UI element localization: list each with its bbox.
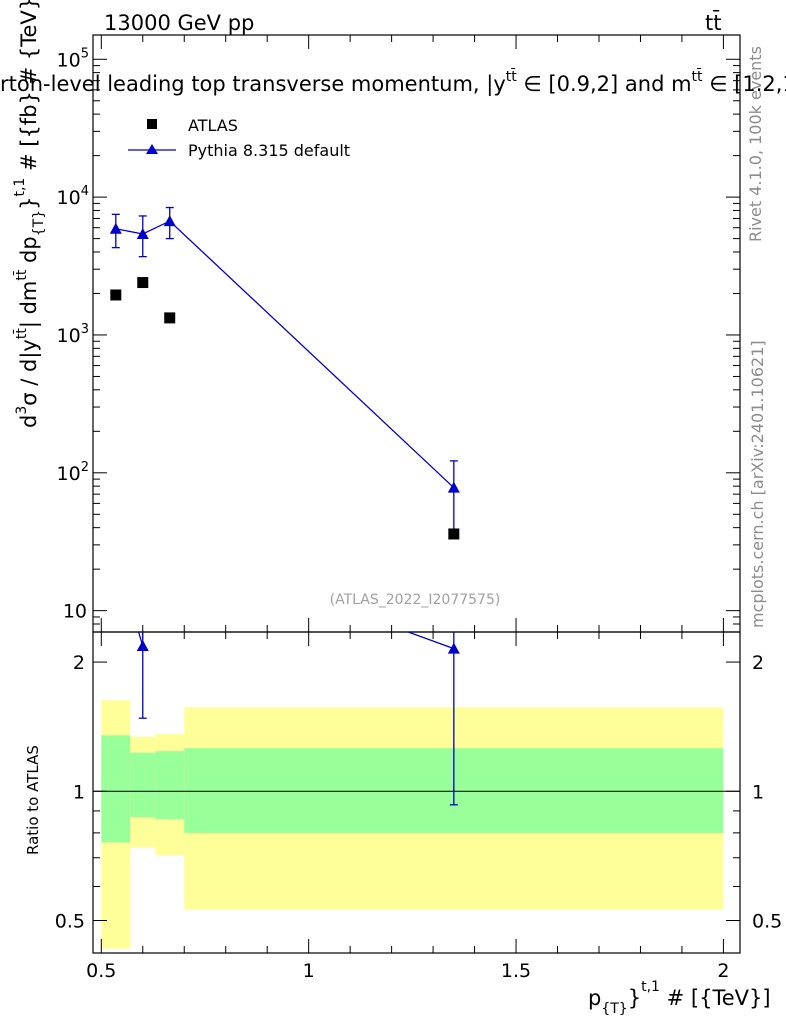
mc-ratio-point-0	[136, 639, 149, 651]
y-tick-label-base: 10	[57, 463, 81, 485]
legend-atlas-marker	[147, 119, 157, 129]
header-left: 13000 GeV pp	[104, 11, 254, 35]
mc-point-2	[163, 215, 176, 227]
ylabel-units-tail: # [{fb} # {TeV}	[17, 0, 41, 178]
header-right: tt̄	[705, 10, 721, 35]
legend-pythia-label: Pythia 8.315 default	[188, 141, 350, 160]
legend-atlas-label: ATLAS	[188, 116, 238, 135]
analysis-watermark: (ATLAS_2022_I2077575)	[330, 592, 501, 608]
y-tick-label-2: 103	[57, 322, 89, 347]
title-sup-1: tt̄	[506, 67, 517, 85]
band-green-1	[130, 752, 156, 818]
xlabel-sub: {T}	[601, 1001, 627, 1017]
mc-ratio-point-1	[447, 642, 460, 654]
mc-series-main	[109, 206, 460, 532]
ratio-axis-ticks: 0.5 0.5 1 1 2 2	[55, 652, 782, 932]
x-axis-label: p{T}}t,1 # [{TeV}]	[588, 979, 771, 1017]
xlabel-sup: t,1	[641, 979, 660, 995]
mc-point-0	[109, 222, 122, 234]
ratio-tick-label-left-2: 2	[73, 652, 85, 674]
mcplots-label: mcplots.cern.ch [arXiv:2401.10621]	[748, 340, 767, 628]
y-axis-label: d3σ / d|ytt̄| dmtt̄ dp{T}}t,1 # [{fb} # …	[12, 0, 47, 428]
mc-point-3	[447, 481, 460, 493]
ratio-tick-label-right-1: 1	[752, 781, 764, 803]
band-green-0	[101, 735, 131, 843]
y-tick-label-exp: 5	[81, 46, 89, 61]
ylabel-d: d	[17, 415, 41, 428]
x-tick-label-3: 2	[717, 960, 729, 982]
x-tick-label-2: 1.5	[501, 960, 531, 982]
data-point-1	[137, 277, 149, 289]
data-point-2	[164, 312, 176, 324]
ylabel-y-sup: tt̄	[12, 328, 30, 339]
y-tick-label-exp: 2	[81, 460, 89, 475]
data-point-3	[448, 528, 460, 540]
ylabel-sigma: σ / d|y	[17, 339, 42, 406]
legend: ATLAS Pythia 8.315 default	[128, 116, 350, 160]
ylabel-p-sub: {T}	[31, 210, 47, 236]
y-tick-label-exp: 3	[81, 322, 89, 337]
ratio-tick-label-left-1: 1	[73, 781, 85, 803]
ylabel-d-sup: 3	[14, 406, 30, 415]
y-tick-label-3: 104	[57, 184, 89, 209]
ratio-tick-label-left-0: 0.5	[55, 910, 85, 932]
mc-ratio-line-b	[407, 631, 455, 650]
ratio-bands	[101, 700, 724, 949]
y-tick-label-base: 10	[57, 325, 81, 347]
x-tick-label-0: 0.5	[86, 960, 116, 982]
ylabel-units: }	[17, 197, 41, 210]
mc-series-ratio	[136, 631, 460, 806]
title-part-3: ∈ [1.2,1.5]	[703, 72, 786, 96]
band-green-2	[155, 751, 185, 820]
y-tick-label-exp: 4	[81, 184, 89, 199]
ratio-tick-label-right-0: 0.5	[752, 910, 782, 932]
title-sup-2: tt̄	[692, 67, 703, 85]
data-point-0	[110, 289, 122, 301]
legend-pythia-marker	[146, 144, 158, 154]
xlabel-tail: # [{TeV}]	[660, 986, 771, 1010]
x-tick-label-1: 1	[303, 960, 315, 982]
y-tick-label-base: 10	[57, 187, 81, 209]
ylabel-dp: dp	[17, 236, 41, 269]
title-part-2: ∈ [0.9,2] and m	[517, 72, 692, 96]
y-tick-label-base: 10	[57, 49, 81, 71]
ylabel-m-sup: tt̄	[12, 269, 30, 280]
ratio-y-axis-label: Ratio to ATLAS	[24, 745, 42, 855]
y-tick-label-4: 105	[57, 46, 89, 71]
ratio-plot-frame	[92, 631, 741, 954]
title-part-1: rton-level leading top transverse moment…	[0, 72, 506, 97]
y-tick-label-base: 10	[63, 601, 87, 623]
rivet-label: Rivet 4.1.0, 100k events	[746, 46, 765, 242]
ylabel-dm: | dm	[17, 281, 42, 329]
ratio-tick-label-right-2: 2	[752, 652, 764, 674]
xlabel-main: p	[588, 986, 601, 1010]
xlabel-brace: }	[628, 986, 641, 1010]
mc-line	[115, 220, 455, 489]
ylabel-p-sup: t,1	[12, 178, 28, 197]
y-tick-label-1: 102	[57, 460, 89, 485]
x-axis-ticks: 0.5 1 1.5 2	[86, 35, 729, 982]
y-tick-label-0: 10	[63, 601, 87, 623]
data-series-main	[110, 277, 460, 540]
mc-point-1	[136, 228, 149, 240]
plot-title: rton-level leading top transverse moment…	[0, 67, 786, 97]
